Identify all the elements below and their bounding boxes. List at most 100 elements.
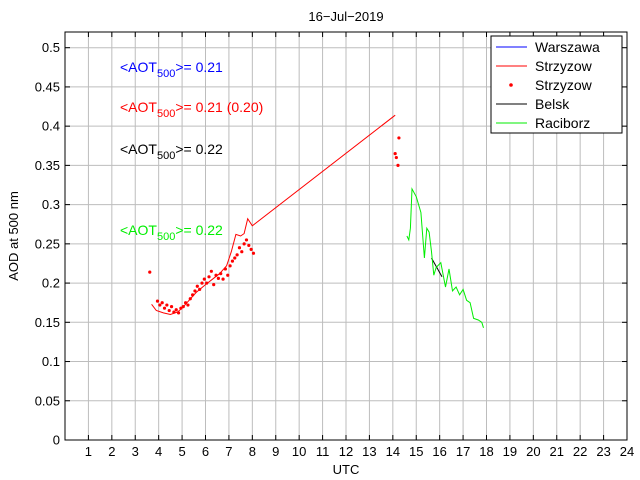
series-point-strzyzow bbox=[233, 256, 237, 260]
series-point-strzyzow bbox=[235, 253, 239, 257]
x-tick-label: 16 bbox=[432, 444, 446, 459]
series-point-strzyzow bbox=[237, 246, 242, 250]
annotations: <AOT500>= 0.21 <AOT500>= 0.21 (0.20) <AOT5… bbox=[120, 59, 263, 243]
annotation-mean-aot: <AOT500>= 0.21 bbox=[120, 59, 223, 80]
series-point-strzyzow bbox=[172, 310, 176, 314]
series-point-strzyzow bbox=[198, 287, 202, 291]
series-point-strzyzow bbox=[167, 308, 171, 313]
series-point-strzyzow bbox=[214, 273, 218, 277]
x-tick-label: 19 bbox=[503, 444, 517, 459]
series-point-strzyzow bbox=[228, 264, 232, 268]
series-point-strzyzow bbox=[393, 152, 397, 156]
series-point-strzyzow bbox=[202, 277, 206, 281]
series-point-strzyzow bbox=[195, 284, 199, 288]
series-point-strzyzow bbox=[148, 270, 152, 274]
y-tick-label: 0 bbox=[53, 433, 60, 448]
series-point-strzyzow bbox=[205, 281, 209, 285]
x-tick-label: 9 bbox=[272, 444, 279, 459]
series-point-strzyzow bbox=[396, 163, 400, 167]
x-tick-label: 18 bbox=[479, 444, 493, 459]
series-point-strzyzow bbox=[155, 299, 160, 303]
legend-swatch-point bbox=[509, 83, 513, 87]
series-point-strzyzow bbox=[226, 273, 230, 277]
series-point-strzyzow bbox=[221, 277, 225, 281]
y-tick-label: 0.2 bbox=[42, 276, 60, 291]
series-point-strzyzow bbox=[165, 303, 169, 307]
series-point-strzyzow bbox=[249, 247, 253, 251]
series-point-strzyzow bbox=[242, 242, 246, 246]
x-tick-label: 23 bbox=[596, 444, 610, 459]
x-tick-label: 7 bbox=[225, 444, 232, 459]
series-point-strzyzow bbox=[207, 275, 211, 279]
series-point-strzyzow bbox=[169, 305, 174, 309]
legend-label: Strzyzow bbox=[535, 77, 593, 93]
legend-label: Warszawa bbox=[535, 39, 600, 55]
x-tick-label: 5 bbox=[178, 444, 185, 459]
series-point-strzyzow bbox=[186, 303, 190, 307]
series-point-strzyzow bbox=[230, 259, 235, 263]
x-tick-label: 4 bbox=[155, 444, 162, 459]
x-tick-label: 22 bbox=[573, 444, 587, 459]
plot-frame bbox=[64, 31, 628, 441]
series-point-strzyzow bbox=[181, 305, 185, 309]
annotation-mean-aot: <AOT500>= 0.22 bbox=[120, 141, 223, 162]
series-point-strzyzow bbox=[397, 136, 401, 140]
annotation-mean-aot: <AOT500>= 0.21 (0.20) bbox=[120, 99, 263, 120]
x-axis-label: UTC bbox=[333, 462, 360, 477]
series-line-strzyzow bbox=[151, 114, 396, 316]
x-tick-label: 8 bbox=[249, 444, 256, 459]
y-tick-label: 0.5 bbox=[42, 40, 60, 55]
legend-label: Belsk bbox=[535, 96, 570, 112]
series-line-raciborz bbox=[406, 187, 484, 328]
series-point-strzyzow bbox=[191, 293, 195, 297]
x-tick-label: 12 bbox=[339, 444, 353, 459]
series-point-strzyzow bbox=[251, 251, 256, 255]
series-point-strzyzow bbox=[158, 303, 162, 307]
y-axis-label: AOD at 500 nm bbox=[6, 191, 21, 281]
legend-label: Strzyzow bbox=[535, 58, 593, 74]
series-point-strzyzow bbox=[212, 283, 216, 287]
series-point-strzyzow bbox=[160, 301, 164, 305]
x-tick-label: 20 bbox=[526, 444, 540, 459]
chart-title: 16−Jul−2019 bbox=[308, 9, 383, 24]
y-tick-label: 0.25 bbox=[35, 236, 60, 251]
series-point-strzyzow bbox=[247, 243, 251, 248]
legend-label: Raciborz bbox=[535, 115, 590, 131]
x-tick-label: 1 bbox=[85, 444, 92, 459]
x-tick-label: 3 bbox=[132, 444, 139, 459]
x-tick-label: 15 bbox=[409, 444, 423, 459]
x-tick-label: 13 bbox=[362, 444, 376, 459]
series-point-strzyzow bbox=[216, 276, 220, 280]
y-tick-label: 0.3 bbox=[42, 197, 60, 212]
series-point-strzyzow bbox=[244, 238, 249, 242]
x-tick-label: 6 bbox=[202, 444, 209, 459]
series-point-strzyzow bbox=[209, 269, 213, 273]
series-point-strzyzow bbox=[179, 306, 183, 310]
annotation-mean-aot: <AOT500>= 0.22 bbox=[120, 222, 223, 243]
y-tick-label: 0.4 bbox=[42, 119, 60, 134]
x-tick-label: 10 bbox=[292, 444, 306, 459]
x-tick-label: 11 bbox=[316, 444, 330, 459]
plot-series bbox=[148, 114, 484, 328]
y-tick-label: 0.35 bbox=[35, 158, 60, 173]
series-point-strzyzow bbox=[188, 297, 192, 301]
series-point-strzyzow bbox=[219, 272, 223, 276]
x-tick-label: 14 bbox=[386, 444, 400, 459]
series-point-strzyzow bbox=[174, 308, 178, 312]
grid bbox=[65, 32, 627, 440]
series-point-strzyzow bbox=[223, 267, 228, 271]
legend: Warszawa Strzyzow Strzyzow Belsk Raciborz bbox=[490, 35, 623, 134]
legend-box bbox=[490, 35, 623, 134]
series-point-strzyzow bbox=[200, 281, 204, 285]
series-point-strzyzow bbox=[162, 306, 167, 310]
x-tick-label: 21 bbox=[550, 444, 564, 459]
y-tick-label: 0.45 bbox=[35, 79, 60, 94]
y-tick-label: 0.05 bbox=[35, 393, 60, 408]
x-tick-label: 17 bbox=[456, 444, 470, 459]
y-tick-label: 0.1 bbox=[42, 354, 60, 369]
series-point-strzyzow bbox=[183, 301, 188, 305]
series-point-strzyzow bbox=[240, 250, 244, 254]
series-point-strzyzow bbox=[176, 311, 181, 315]
x-tick-label: 24 bbox=[620, 444, 634, 459]
axes: 1 2 3 4 5 6 7 8 9 10 11 12 13 14 15 16 17 18 19 20 21 22 23 240… bbox=[35, 31, 634, 459]
